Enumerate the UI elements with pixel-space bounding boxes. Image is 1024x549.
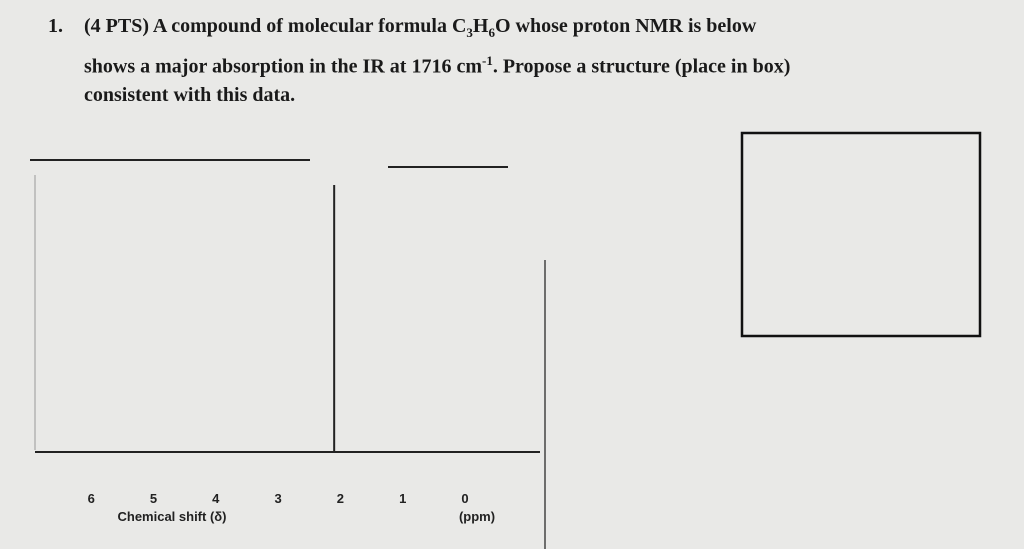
unit-label: (ppm)	[459, 509, 495, 524]
tick-label: 0	[461, 491, 468, 506]
text: shows a major absorption in the IR at 17…	[84, 55, 482, 78]
tick-label: 4	[212, 491, 220, 506]
tick-label: 2	[337, 491, 344, 506]
tick-label: 1	[399, 491, 406, 506]
superscript: -1	[481, 53, 493, 68]
text: consistent with this data.	[84, 83, 296, 106]
tick-label: 5	[150, 491, 157, 506]
answer-box	[740, 131, 982, 338]
subscript: 6	[488, 25, 495, 40]
text: O whose proton NMR is below	[494, 15, 757, 37]
question-text: (4 PTS) A compound of molecular formula …	[84, 12, 984, 109]
subscript: 3	[466, 25, 473, 40]
question-number: 1.	[48, 15, 63, 37]
text: . Propose a structure (place in box)	[492, 55, 791, 78]
tick-label: 6	[88, 491, 95, 506]
text: H	[472, 15, 489, 37]
x-axis-label: Chemical shift (δ)	[117, 509, 226, 524]
tick-label: 3	[274, 491, 281, 506]
text: (4 PTS) A compound of molecular formula …	[84, 15, 467, 37]
